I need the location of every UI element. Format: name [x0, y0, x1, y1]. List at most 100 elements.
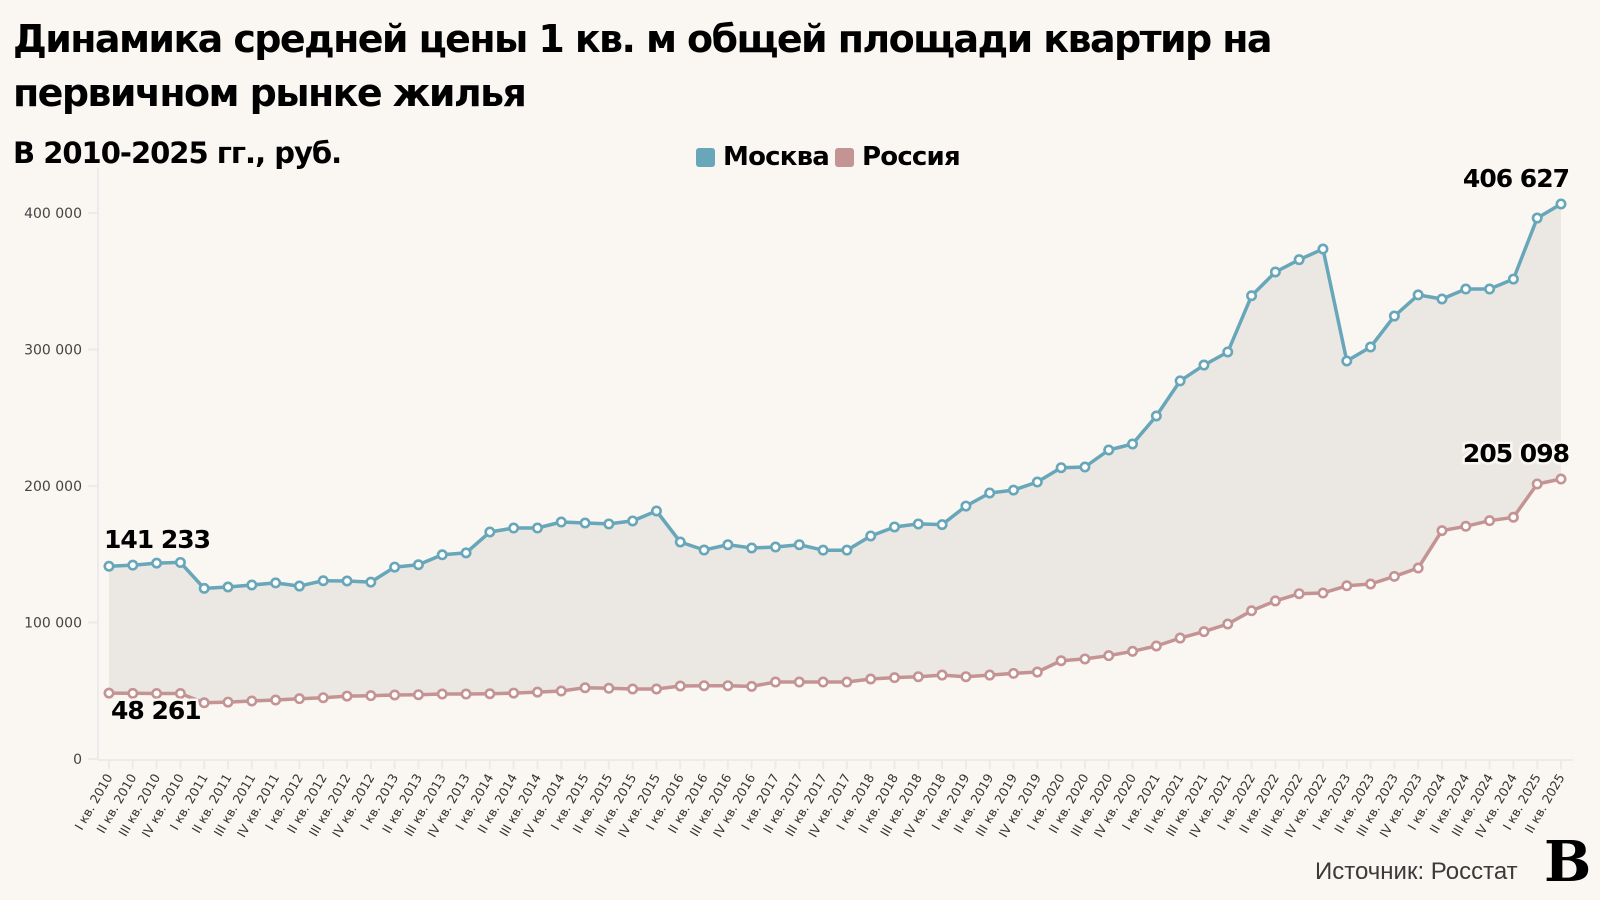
data-annotations: 141 233 48 261 406 627 205 098 — [102, 161, 1573, 727]
moscow-point — [1198, 359, 1210, 371]
russia-point — [270, 694, 282, 706]
russia-point — [436, 688, 448, 700]
moscow-point — [650, 505, 662, 517]
y-axis: 0 100 000 200 000 300 000 400 000 — [24, 168, 99, 768]
moscow-point — [317, 575, 329, 587]
moscow-point — [508, 522, 520, 534]
y-tick-label: 200 000 — [24, 479, 82, 495]
russia-point — [1365, 578, 1377, 590]
moscow-point — [1412, 289, 1424, 301]
moscow-point — [841, 544, 853, 556]
moscow-point — [1269, 266, 1281, 278]
chart-title: Динамика средней цены 1 кв. м общей площ… — [13, 17, 1273, 115]
moscow-point — [769, 541, 781, 553]
source-note: Источник: Росстат — [1315, 858, 1518, 885]
russia-point — [1127, 645, 1139, 657]
russia-point — [460, 688, 472, 700]
moscow-point — [1436, 293, 1448, 305]
moscow-point — [1222, 346, 1234, 358]
moscow-swatch-icon — [696, 147, 715, 167]
vedomosti-logo-icon: В — [1544, 829, 1592, 895]
russia-point — [841, 676, 853, 688]
y-tick-label: 300 000 — [24, 343, 82, 359]
moscow-point — [1460, 283, 1472, 295]
moscow-point — [1150, 410, 1162, 422]
moscow-point — [1246, 290, 1258, 302]
russia-point — [746, 680, 758, 692]
moscow-point — [912, 518, 924, 530]
annotation-label: 406 627 — [1463, 164, 1569, 193]
moscow-point — [436, 549, 448, 561]
russia-point — [1460, 520, 1472, 532]
legend-item-russia[interactable]: Россия — [835, 142, 961, 172]
moscow-point — [555, 516, 567, 528]
russia-point — [650, 683, 662, 695]
moscow-point — [865, 530, 877, 542]
russia-point — [1341, 580, 1353, 592]
russia-point — [1150, 640, 1162, 652]
russia-point — [1055, 655, 1067, 667]
moscow-point — [1507, 273, 1519, 285]
moscow-point — [198, 582, 210, 594]
moscow-point — [960, 500, 972, 512]
russia-point — [1198, 626, 1210, 638]
russia-point — [1412, 562, 1424, 574]
russia-point — [1269, 595, 1281, 607]
russia-point — [603, 682, 615, 694]
russia-point — [698, 680, 710, 692]
russia-point — [865, 673, 877, 685]
moscow-point — [698, 544, 710, 556]
legend-item-moscow[interactable]: Москва — [696, 142, 830, 172]
moscow-point — [460, 547, 472, 559]
chart-subtitle: В 2010-2025 гг., руб. — [13, 136, 342, 170]
russia-point — [1079, 653, 1091, 665]
moscow-point — [531, 522, 543, 534]
moscow-point — [1174, 375, 1186, 387]
moscow-point — [222, 581, 234, 593]
moscow-point — [793, 539, 805, 551]
russia-point — [103, 687, 115, 699]
area-fill — [109, 204, 1561, 703]
legend-label-russia: Россия — [862, 142, 961, 172]
russia-point — [293, 693, 305, 705]
moscow-point — [174, 556, 186, 568]
moscow-point — [1293, 254, 1305, 266]
russia-point — [365, 690, 377, 702]
russia-point — [1008, 667, 1020, 679]
russia-point — [1103, 650, 1115, 662]
moscow-point — [293, 580, 305, 592]
russia-point — [1222, 618, 1234, 630]
russia-point — [1484, 515, 1496, 527]
y-tick-label: 400 000 — [24, 206, 82, 222]
moscow-point — [1031, 476, 1043, 488]
russia-point — [1293, 588, 1305, 600]
russia-point — [412, 689, 424, 701]
russia-point — [1388, 570, 1400, 582]
moscow-point — [674, 536, 686, 548]
legend: Москва Россия — [696, 142, 961, 172]
russia-point — [317, 692, 329, 704]
area-between-series — [109, 204, 1561, 703]
moscow-point — [1531, 212, 1543, 224]
moscow-point — [151, 557, 163, 569]
moscow-point — [984, 487, 996, 499]
russia-point — [674, 680, 686, 692]
moscow-point — [1317, 243, 1329, 255]
russia-point — [769, 676, 781, 688]
russia-point — [531, 686, 543, 698]
russia-point — [389, 689, 401, 701]
russia-point — [722, 680, 734, 692]
series-lines — [103, 198, 1567, 709]
y-tick-label: 100 000 — [24, 616, 82, 632]
russia-point — [127, 687, 139, 699]
moscow-point — [746, 542, 758, 554]
russia-point — [222, 696, 234, 708]
moscow-point — [412, 559, 424, 571]
russia-point — [1555, 473, 1567, 485]
russia-point — [198, 697, 210, 709]
russia-point — [984, 669, 996, 681]
moscow-point — [1055, 462, 1067, 474]
moscow-point — [1388, 310, 1400, 322]
russia-point — [1031, 666, 1043, 678]
